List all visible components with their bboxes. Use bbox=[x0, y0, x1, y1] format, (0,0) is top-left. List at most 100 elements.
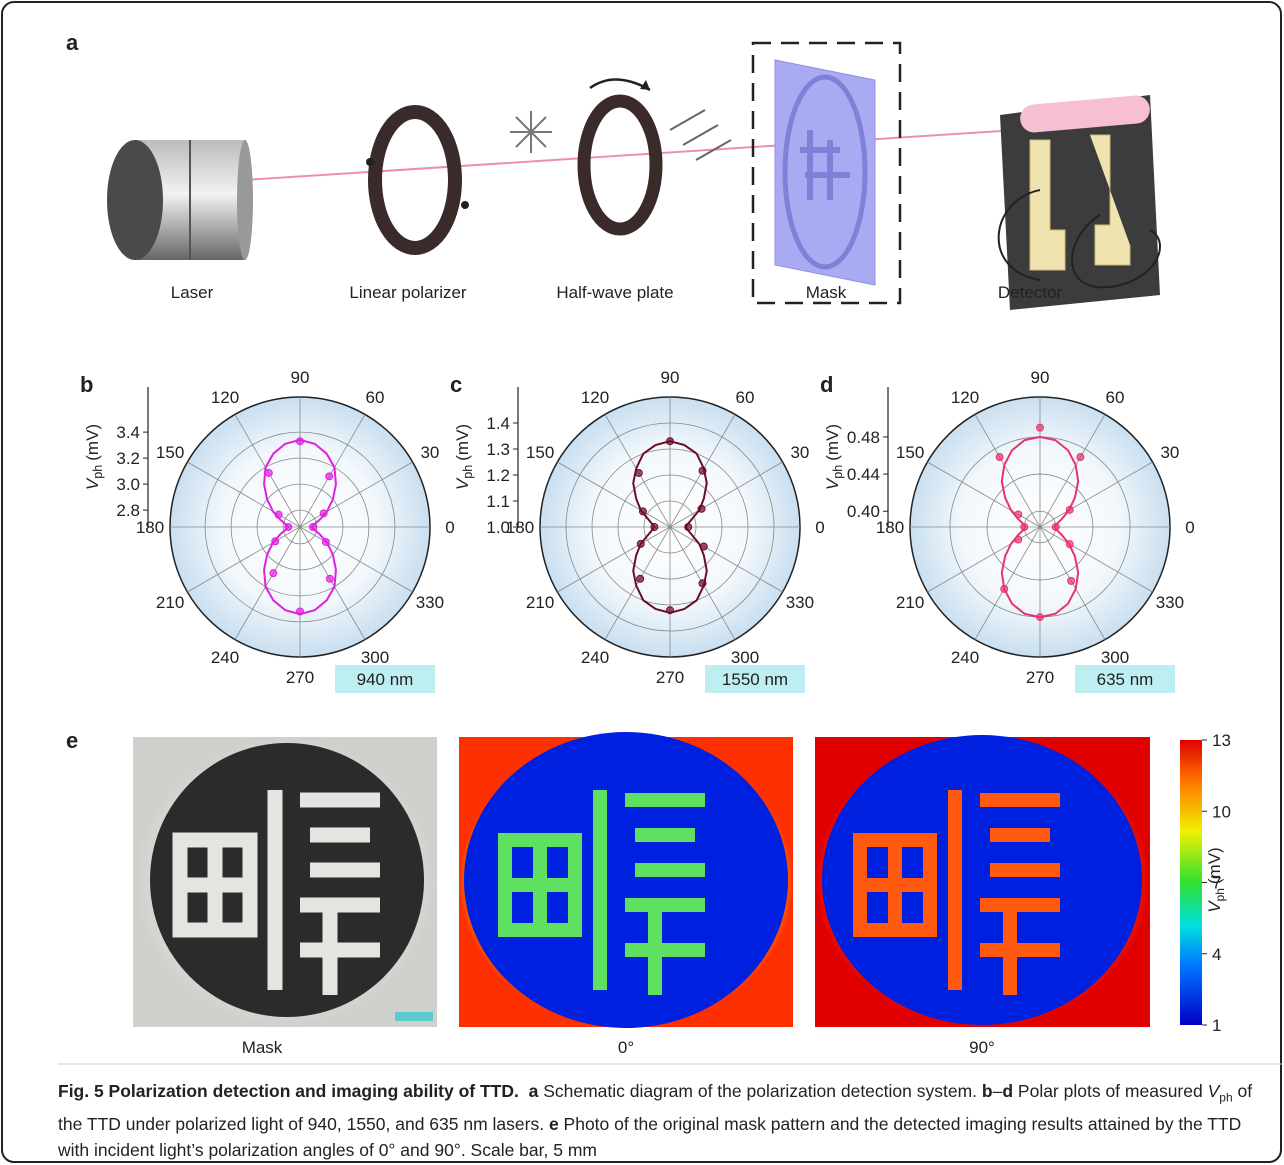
spoke bbox=[1039, 461, 1153, 528]
heatmap-character bbox=[498, 790, 705, 995]
spoke bbox=[604, 526, 671, 640]
theta-label: 60 bbox=[366, 388, 385, 407]
data-point bbox=[1065, 540, 1074, 549]
theta-label: 300 bbox=[731, 648, 759, 667]
arrow-head bbox=[640, 80, 650, 90]
spoke bbox=[299, 526, 413, 593]
theta-label: 240 bbox=[581, 648, 609, 667]
data-point bbox=[321, 537, 330, 546]
spoke bbox=[299, 526, 366, 640]
heatmap-disk bbox=[822, 735, 1142, 1025]
component-label: Laser bbox=[171, 283, 214, 302]
axis-unit: (mV) bbox=[83, 424, 102, 461]
theta-label: 30 bbox=[1160, 443, 1179, 462]
heatmap-character bbox=[853, 790, 1060, 995]
theta-label: 150 bbox=[526, 443, 554, 462]
theta-label: 90 bbox=[1031, 368, 1050, 387]
caption-text: d bbox=[1002, 1081, 1014, 1101]
colorbar bbox=[1180, 740, 1202, 1025]
theta-label: 240 bbox=[951, 648, 979, 667]
theta-label: 210 bbox=[156, 593, 184, 612]
theta-label: 330 bbox=[1156, 593, 1184, 612]
spoke bbox=[669, 526, 783, 593]
component-label: Linear polarizer bbox=[349, 283, 467, 302]
data-point bbox=[264, 468, 273, 477]
theta-label: 300 bbox=[1101, 648, 1129, 667]
axis-label: Vph (mV) bbox=[83, 424, 105, 490]
caption-text: V bbox=[1207, 1081, 1220, 1101]
image-label: Mask bbox=[242, 1038, 283, 1057]
mask-character bbox=[800, 130, 850, 200]
caption-text: Polar plots of measured bbox=[1013, 1081, 1208, 1101]
axis-subscript: ph bbox=[1213, 888, 1227, 901]
r-tick-label: 3.4 bbox=[116, 423, 140, 442]
theta-label: 180 bbox=[136, 518, 164, 537]
data-point bbox=[1036, 613, 1044, 622]
theta-label: 270 bbox=[1026, 668, 1054, 687]
caption-text: Schematic diagram of the polarization de… bbox=[538, 1081, 982, 1101]
axis-label: Vph (mV) bbox=[823, 424, 845, 490]
schematic bbox=[107, 41, 1161, 310]
r-tick-label: 0.40 bbox=[847, 502, 880, 521]
theta-label: 300 bbox=[361, 648, 389, 667]
axis-unit: (mV) bbox=[1205, 847, 1224, 884]
data-point bbox=[309, 523, 317, 531]
linear-polarization-arrows bbox=[669, 109, 732, 161]
spoke bbox=[557, 461, 671, 528]
data-point bbox=[636, 539, 645, 548]
data-point bbox=[325, 472, 334, 481]
r-tick-label: 3.2 bbox=[116, 449, 140, 468]
caption-text: of the TTD under polarized light of 940,… bbox=[58, 1081, 1257, 1134]
data-point bbox=[650, 523, 659, 531]
data-point bbox=[698, 466, 707, 475]
laser-front bbox=[107, 140, 163, 260]
theta-label: 120 bbox=[951, 388, 979, 407]
theta-label: 270 bbox=[656, 668, 684, 687]
data-point bbox=[1065, 505, 1074, 514]
data-point bbox=[269, 569, 278, 578]
theta-label: 60 bbox=[1106, 388, 1125, 407]
panel-label: a bbox=[66, 30, 79, 55]
data-point bbox=[684, 523, 693, 531]
caption-text: – bbox=[992, 1081, 1003, 1101]
laser-back bbox=[237, 140, 253, 260]
panel-label: d bbox=[820, 372, 833, 397]
theta-label: 120 bbox=[581, 388, 609, 407]
data-point bbox=[1020, 523, 1029, 531]
wires bbox=[997, 189, 1161, 289]
colorbar-tick-label: 13 bbox=[1212, 731, 1231, 750]
r-tick-label: 1.1 bbox=[486, 492, 510, 511]
r-tick-label: 0.44 bbox=[847, 465, 880, 484]
theta-label: 240 bbox=[211, 648, 239, 667]
axis-subscript: ph bbox=[91, 465, 105, 479]
spoke bbox=[669, 461, 783, 528]
electrodes bbox=[1029, 134, 1131, 271]
scale-bar bbox=[395, 1012, 433, 1021]
data-point bbox=[1076, 453, 1085, 462]
half-wave-plate bbox=[577, 94, 663, 236]
panel-label: c bbox=[450, 372, 462, 397]
axis-unit: (mV) bbox=[453, 424, 472, 461]
data-point bbox=[636, 574, 645, 583]
heatmap-disk bbox=[464, 732, 788, 1028]
axis-symbol: V bbox=[453, 477, 472, 490]
data-point bbox=[1036, 423, 1044, 432]
r-tick-label: 0.48 bbox=[847, 428, 880, 447]
spoke bbox=[974, 526, 1041, 640]
r-tick-label: 1.0 bbox=[486, 518, 510, 537]
data-point bbox=[296, 437, 304, 446]
data-point bbox=[284, 523, 293, 531]
axis-symbol: V bbox=[823, 477, 842, 490]
mask-circle bbox=[782, 74, 868, 270]
spoke bbox=[299, 461, 413, 528]
theta-label: 150 bbox=[156, 443, 184, 462]
theta-label: 90 bbox=[661, 368, 680, 387]
spoke bbox=[234, 526, 301, 640]
component-label: Mask bbox=[806, 283, 847, 302]
axis-symbol: V bbox=[83, 477, 102, 490]
mask-box bbox=[751, 41, 902, 305]
axis-subscript: ph bbox=[461, 465, 475, 479]
theta-label: 60 bbox=[736, 388, 755, 407]
